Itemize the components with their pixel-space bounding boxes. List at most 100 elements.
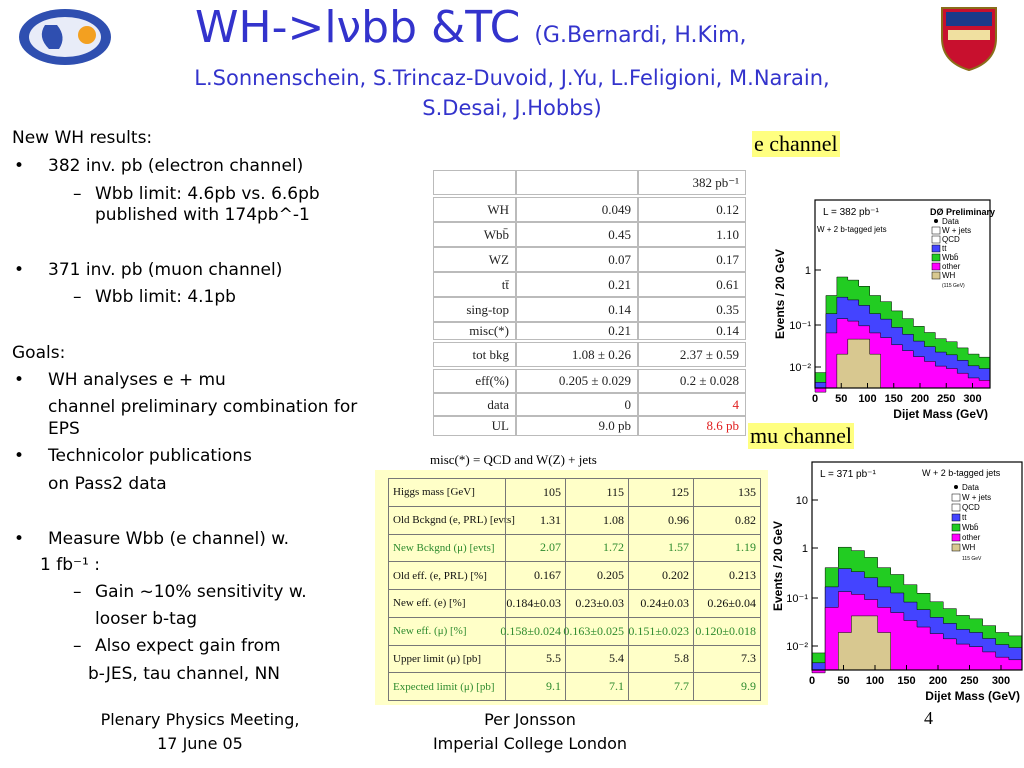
table-cell: 8.6 pb [638, 416, 746, 436]
bullet-text: Technicolor publications [48, 446, 252, 466]
legend-label: Data [942, 217, 959, 226]
plot-title: L = 382 pb⁻¹ [823, 207, 879, 218]
table-cell: 0.61 [638, 272, 746, 297]
table-cell: 1.10 [638, 222, 746, 247]
table-cell: WZ [433, 247, 516, 272]
plot-frame [811, 461, 1023, 671]
table-cell: 0.049 [516, 197, 638, 222]
legend-label: QCD [962, 503, 980, 512]
table-cell: 0.82 [693, 505, 761, 535]
table-cell: 5.5 [505, 644, 566, 674]
y-tick-label: 10⁻² [786, 641, 808, 653]
bullet-text: on Pass2 data [48, 474, 167, 494]
table-cell: 1.19 [693, 533, 761, 563]
legend-label: other [942, 262, 961, 271]
footer-text: 17 June 05 [157, 734, 243, 753]
table-cell: 7.3 [693, 644, 761, 674]
bullet-marker: • [14, 529, 25, 549]
table-cell: 0.163±0.025 [563, 616, 629, 646]
bullet-marker: – [73, 287, 82, 307]
table-cell: New Bckgnd (μ) [evts] [388, 533, 506, 563]
bullet-marker: – [73, 636, 82, 656]
table-cell: data [433, 393, 516, 416]
table-cell: tt̄ [433, 272, 516, 297]
table-cell: 0.167 [505, 561, 566, 590]
table-cell: 0.07 [516, 247, 638, 272]
bullet-text: channel preliminary combination for [48, 397, 358, 417]
table-cell: 105 [505, 478, 566, 507]
table-cell: 0.151±0.023 [628, 616, 694, 646]
bullet-text: b-JES, tau channel, NN [88, 664, 280, 684]
x-tick-label: 0 [809, 675, 815, 687]
x-tick-label: 300 [963, 393, 981, 405]
table-cell: 0.21 [516, 272, 638, 297]
table-cell: 4 [638, 393, 746, 416]
legend-label: WH [942, 271, 956, 280]
y-tick-label: 10⁻¹ [789, 320, 811, 332]
table-cell: 0.23±0.03 [565, 589, 629, 618]
legend-swatch [951, 493, 961, 502]
plot-subtitle: W + 2 b-tagged jets [922, 468, 1001, 478]
table-cell: 125 [628, 478, 694, 507]
footer-text: Per Jonsson [484, 710, 576, 729]
table-cell: 115 [565, 478, 629, 507]
table-cell: 135 [693, 478, 761, 507]
table-cell: 0.96 [628, 505, 694, 535]
x-tick-label: 150 [897, 675, 915, 687]
table-cell: UL [433, 416, 516, 436]
y-tick-label: 10 [796, 495, 808, 507]
legend-label: WH [962, 543, 976, 552]
title: WH->lνbb &TC (G.Bernardi, H.Kim, [195, 2, 747, 53]
legend-label: W + jets [962, 493, 991, 502]
legend-swatch [931, 271, 941, 280]
table-cell [516, 170, 638, 195]
table-cell: 0.21 [516, 322, 638, 340]
x-tick-label: 200 [911, 393, 929, 405]
legend-label: other [962, 533, 981, 542]
y-tick-label: 10⁻¹ [786, 593, 808, 605]
y-axis-label: Events / 20 GeV [771, 521, 785, 611]
page-number: 4 [924, 708, 933, 728]
x-tick-label: 50 [837, 675, 849, 687]
table-cell [433, 170, 516, 195]
legend-label: Wbb̄ [942, 253, 959, 262]
legend-label: Data [962, 483, 979, 492]
bullet-text: Also expect gain from [95, 636, 281, 656]
table-cell: 1.31 [505, 505, 566, 535]
table-cell: 0.184±0.03 [505, 589, 566, 618]
plot-frame [814, 199, 991, 389]
table-cell: 9.9 [693, 672, 761, 701]
legend-label: QCD [942, 235, 960, 244]
table-cell: 0.213 [693, 561, 761, 590]
table-cell: 0.205 [565, 561, 629, 590]
legend-swatch [931, 262, 941, 271]
x-tick-label: 100 [858, 393, 876, 405]
x-tick-label: 300 [992, 675, 1010, 687]
table-cell: 9.1 [505, 672, 566, 701]
table-cell: 0.14 [638, 322, 746, 340]
x-axis-label: Dijet Mass (GeV) [925, 689, 1020, 703]
bullet-text: 382 inv. pb (electron channel) [48, 156, 304, 176]
table-cell: 1.72 [565, 533, 629, 563]
legend-swatch [951, 513, 961, 522]
table-cell: 0.120±0.018 [693, 616, 761, 646]
table-cell: 0 [516, 393, 638, 416]
table-cell: 7.7 [628, 672, 694, 701]
table-cell: 1.08 ± 0.26 [516, 342, 638, 367]
legend-swatch [951, 533, 961, 542]
table-cell: 1.08 [565, 505, 629, 535]
table-cell: 0.2 ± 0.028 [638, 369, 746, 393]
x-tick-label: 250 [937, 393, 955, 405]
table-cell: Upper limit (μ) [pb] [388, 644, 506, 674]
plot-subtitle: W + 2 b-tagged jets [817, 225, 887, 234]
table-note: misc(*) = QCD and W(Z) + jets [430, 452, 597, 467]
x-tick-label: 250 [960, 675, 978, 687]
table-cell: 7.1 [565, 672, 629, 701]
table-cell: Expected limit (μ) [pb] [388, 672, 506, 701]
table-cell: 0.26±0.04 [693, 589, 761, 618]
table-cell: Old Bckgnd (e, PRL) [evts] [388, 505, 515, 535]
bullet-marker: – [73, 582, 82, 602]
legend-label: Wbb̄ [962, 523, 979, 532]
legend-label: 115 GeV [962, 556, 982, 562]
